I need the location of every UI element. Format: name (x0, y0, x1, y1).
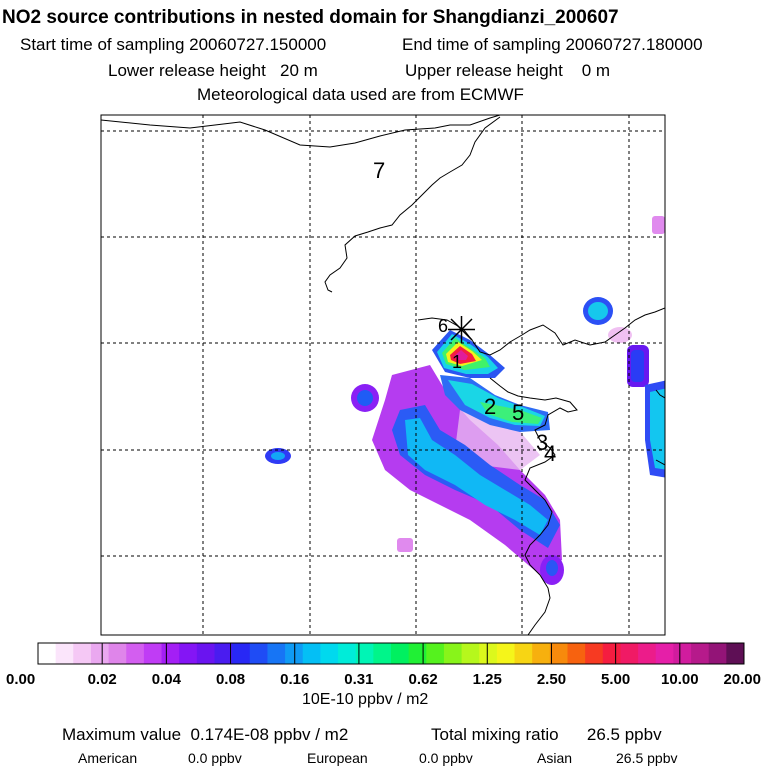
colorbar-cell (638, 643, 657, 664)
colorbar-cell (691, 643, 710, 664)
colorbar-cell (338, 643, 357, 664)
colorbar-tick-label: 5.00 (601, 671, 630, 688)
colorbar-tick-label: 1.25 (473, 671, 502, 688)
colorbar-cell (496, 643, 516, 664)
region-label-3: 3 (536, 430, 548, 455)
blob-coast-south-core (546, 560, 558, 576)
colorbar-cell (549, 643, 568, 664)
colorbar-tick-label: 0.62 (408, 671, 437, 688)
colorbar-cell (302, 643, 321, 664)
region-label-1: 1 (452, 352, 462, 372)
max-value-label: Maximum value 0.174E-08 ppbv / m2 (62, 725, 349, 744)
chart-title: NO2 source contributions in nested domai… (2, 7, 619, 28)
colorbar-cell (249, 643, 268, 664)
american-value: 0.0 ppbv (188, 750, 242, 766)
colorbar-cell (196, 643, 215, 664)
end-time-label: End time of sampling 20060727.180000 (402, 35, 703, 54)
colorbar-tick-label: 0.31 (344, 671, 373, 688)
colorbar-cell (126, 643, 145, 664)
colorbar-tick-label: 0.16 (280, 671, 309, 688)
colorbar-cell (90, 643, 110, 664)
blob-far-west-core (271, 452, 285, 460)
colorbar-cell (655, 643, 674, 664)
colorbar-cell (708, 643, 727, 664)
colorbar-cell (726, 643, 745, 664)
colorbar-tick-label: 20.00 (723, 671, 761, 688)
contour-hotspot-magenta (454, 350, 468, 360)
blob-top-right (652, 216, 665, 234)
colorbar-tick-label: 2.50 (537, 671, 566, 688)
blob-east-bar-core (631, 350, 644, 382)
colorbar-cell (426, 643, 445, 664)
colorbar-cell (373, 643, 392, 664)
coast-shandong (489, 377, 578, 635)
colorbar-tick-label: 0.04 (152, 671, 182, 688)
colorbar-cell (514, 643, 533, 664)
blob-west-blue (357, 390, 373, 406)
colorbar-tick-label: 0.00 (6, 671, 35, 688)
colorbar-cell (355, 643, 374, 664)
colorbar-tick-label: 0.02 (88, 671, 117, 688)
american-label: American (78, 750, 138, 766)
met-data-label: Meteorological data used are from ECMWF (197, 85, 524, 104)
map-frame (100, 114, 666, 636)
colorbar-cell (673, 643, 692, 664)
blob-east-edge-cyan (650, 388, 665, 470)
upper-height-label: Upper release height 0 m (405, 61, 611, 80)
coast-bohai-north (324, 116, 501, 293)
region-label-6: 6 (438, 316, 448, 336)
colorbar-cell (232, 643, 251, 664)
colorbar-tick-label: 0.08 (216, 671, 245, 688)
lat-lon-grid (101, 115, 665, 635)
coast-top (101, 115, 501, 148)
receptor-marker (448, 316, 475, 343)
colorbar-cell (567, 643, 586, 664)
european-label: European (307, 750, 368, 766)
blob-north-east-core (588, 302, 608, 320)
colorbar-cell (108, 643, 127, 664)
colorbar-cell (161, 643, 180, 664)
european-value: 0.0 ppbv (419, 750, 473, 766)
contour-plume-green (480, 402, 542, 424)
colorbar-cell (532, 643, 551, 664)
asian-label: Asian (537, 750, 573, 766)
region-label-4: 4 (544, 441, 556, 466)
blob-isolated-south (397, 538, 413, 552)
region-label-2: 2 (484, 394, 496, 419)
contour-cyan-main (405, 418, 548, 535)
colorbar-cell (38, 643, 57, 664)
colorbar-cell (143, 643, 163, 664)
colorbar-tick-label: 10.00 (661, 671, 699, 688)
colorbar-cell (461, 643, 480, 664)
colorbar-cell (214, 643, 233, 664)
colorbar-cell (602, 643, 621, 664)
colorbar-cell (179, 643, 198, 664)
colorbar-cell (267, 643, 286, 664)
colorbar-cell (285, 643, 304, 664)
asian-value: 26.5 ppbv (616, 750, 678, 766)
colorbar-frame (37, 642, 745, 665)
border-east-2 (655, 459, 665, 466)
region-label-7: 7 (373, 158, 385, 183)
colorbar-cell (408, 643, 427, 664)
colorbar-cell (585, 643, 604, 664)
region-label-5: 5 (512, 400, 524, 425)
start-time-label: Start time of sampling 20060727.150000 (20, 35, 327, 54)
lower-height-label: Lower release height 20 m (108, 61, 318, 80)
total-mixing-label: Total mixing ratio 26.5 ppbv (431, 725, 662, 744)
colorbar-cell (443, 643, 463, 664)
colorbar-cell (320, 643, 339, 664)
colorbar-cell (55, 643, 74, 664)
blob-east-light (608, 327, 632, 343)
colorbar-cell (73, 643, 92, 664)
colorbar-units: 10E-10 ppbv / m2 (302, 691, 429, 708)
colorbar-cell (620, 643, 639, 664)
colorbar-cell (479, 643, 498, 664)
colorbar-cell (391, 643, 410, 664)
border-east (655, 389, 665, 399)
